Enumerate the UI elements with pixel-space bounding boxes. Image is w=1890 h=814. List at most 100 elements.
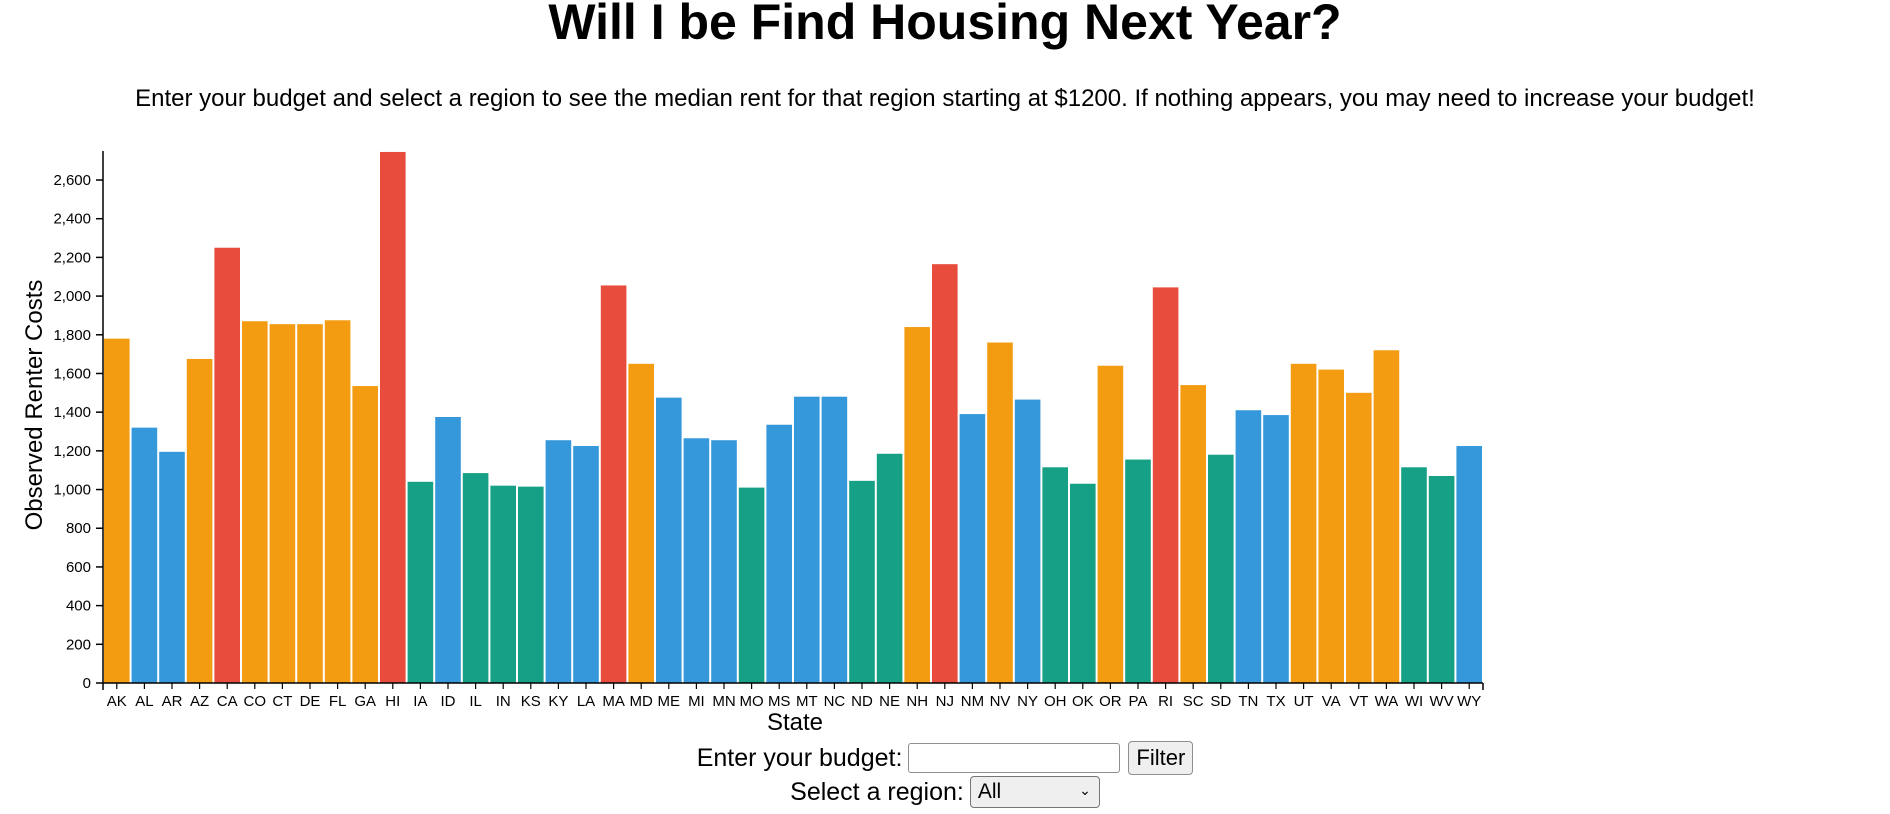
- bar-wa[interactable]: [1373, 350, 1400, 683]
- x-tick-label: TN: [1238, 693, 1258, 710]
- bar-wi[interactable]: [1401, 467, 1427, 683]
- y-tick-label: 1,600: [53, 365, 91, 382]
- x-tick-label: MA: [602, 693, 625, 710]
- bar-il[interactable]: [462, 473, 489, 683]
- bar-wv[interactable]: [1428, 476, 1455, 683]
- x-tick-label: MN: [712, 693, 735, 710]
- bar-ok[interactable]: [1070, 483, 1096, 683]
- bar-nh[interactable]: [904, 327, 930, 683]
- bar-la[interactable]: [573, 446, 599, 683]
- x-tick-label: MD: [630, 693, 653, 710]
- y-tick-label: 1,200: [53, 443, 91, 460]
- bar-wy[interactable]: [1456, 446, 1482, 683]
- filter-button[interactable]: Filter: [1128, 741, 1194, 775]
- bar-mn[interactable]: [711, 440, 737, 683]
- bar-sc[interactable]: [1180, 385, 1206, 683]
- x-tick-label: KS: [521, 693, 541, 710]
- bar-ct[interactable]: [269, 324, 296, 683]
- y-tick-label: 1,400: [53, 404, 91, 421]
- region-select-value: All: [977, 780, 1002, 803]
- bar-nj[interactable]: [932, 264, 958, 683]
- bar-ak[interactable]: [104, 338, 130, 683]
- region-row: Select a region: All ⌄: [0, 774, 1890, 810]
- x-tick-label: UT: [1294, 693, 1314, 710]
- y-axis-label: Observed Renter Costs: [21, 280, 48, 531]
- region-select[interactable]: All ⌄: [969, 776, 1100, 808]
- y-tick-label: 400: [66, 598, 91, 615]
- x-tick-label: ID: [441, 693, 456, 710]
- bar-co[interactable]: [242, 321, 268, 683]
- y-tick-label: 1,800: [53, 327, 91, 344]
- x-axis-label: State: [767, 709, 823, 736]
- bar-ut[interactable]: [1290, 363, 1317, 683]
- bar-nm[interactable]: [959, 414, 986, 683]
- bar-me[interactable]: [656, 397, 682, 683]
- x-tick-label: MT: [796, 693, 818, 710]
- bar-nv[interactable]: [987, 342, 1013, 683]
- chevron-down-icon: ⌄: [1079, 782, 1091, 798]
- bar-sd[interactable]: [1208, 454, 1234, 683]
- x-tick-label: IA: [413, 693, 427, 710]
- x-tick-label: WA: [1375, 693, 1399, 710]
- bar-hi[interactable]: [380, 151, 406, 683]
- x-tick-label: CT: [272, 693, 292, 710]
- bar-vt[interactable]: [1346, 392, 1372, 683]
- x-tick-label: AR: [162, 693, 183, 710]
- bar-fl[interactable]: [324, 320, 351, 683]
- y-tick-label: 800: [66, 520, 91, 537]
- budget-input[interactable]: [908, 743, 1121, 773]
- bar-ny[interactable]: [1014, 399, 1041, 683]
- bar-ar[interactable]: [159, 451, 185, 683]
- bar-in[interactable]: [490, 485, 516, 683]
- x-tick-label: WV: [1430, 693, 1454, 710]
- x-tick-label: ME: [658, 693, 681, 710]
- bar-de[interactable]: [297, 324, 323, 683]
- y-tick-label: 2,600: [53, 172, 91, 189]
- bar-ne[interactable]: [876, 453, 903, 683]
- bar-mi[interactable]: [683, 438, 710, 683]
- bar-md[interactable]: [628, 363, 654, 683]
- bar-ca[interactable]: [214, 247, 240, 683]
- bar-tx[interactable]: [1263, 415, 1289, 683]
- x-tick-label: CA: [217, 693, 238, 710]
- bar-al[interactable]: [131, 427, 158, 683]
- x-tick-label: IN: [496, 693, 511, 710]
- bar-or[interactable]: [1097, 365, 1124, 683]
- bar-nd[interactable]: [849, 480, 875, 683]
- bar-chart: 0 200 400 600 800 1,000 1,200 1,400 1,600 1,800 2,…: [21, 151, 1484, 736]
- bar-tn[interactable]: [1235, 410, 1262, 683]
- x-tick-label: OH: [1044, 693, 1067, 710]
- bar-oh[interactable]: [1042, 467, 1068, 683]
- x-axis: AK AL AR AZ CA CO CT DE FL GA HI IA ID IL IN KS KY LA MA MD…: [102, 682, 1484, 710]
- x-tick-label: VA: [1322, 693, 1341, 710]
- bar-ga[interactable]: [352, 386, 378, 683]
- bar-ky[interactable]: [545, 440, 572, 683]
- x-tick-label: IL: [469, 693, 482, 710]
- budget-row: Enter your budget: Filter: [0, 740, 1890, 776]
- bar-id[interactable]: [435, 417, 461, 683]
- x-tick-label: CO: [244, 693, 267, 710]
- y-tick-label: 2,200: [53, 249, 91, 266]
- bar-pa[interactable]: [1125, 459, 1151, 683]
- bar-ia[interactable]: [407, 481, 434, 683]
- bar-mo[interactable]: [738, 487, 765, 683]
- x-tick-label: NC: [824, 693, 846, 710]
- bar-mt[interactable]: [794, 396, 820, 683]
- bar-ms[interactable]: [766, 424, 792, 683]
- x-tick-label: NY: [1017, 693, 1038, 710]
- bar-nc[interactable]: [821, 396, 848, 683]
- y-tick-label: 2,000: [53, 288, 91, 305]
- page-subtitle: Enter your budget and select a region to…: [135, 85, 1755, 112]
- y-axis: 0 200 400 600 800 1,000 1,200 1,400 1,600 1,800 2,…: [53, 151, 104, 692]
- y-tick-label: 0: [83, 675, 91, 692]
- x-tick-label: NM: [961, 693, 984, 710]
- x-tick-label: AZ: [190, 693, 209, 710]
- bar-az[interactable]: [186, 358, 213, 683]
- bar-ks[interactable]: [518, 486, 544, 683]
- x-tick-label: MS: [768, 693, 791, 710]
- bar-ri[interactable]: [1152, 287, 1179, 683]
- x-tick-label: VT: [1349, 693, 1368, 710]
- x-tick-label: ND: [851, 693, 873, 710]
- bar-va[interactable]: [1318, 369, 1344, 683]
- bar-ma[interactable]: [600, 285, 627, 683]
